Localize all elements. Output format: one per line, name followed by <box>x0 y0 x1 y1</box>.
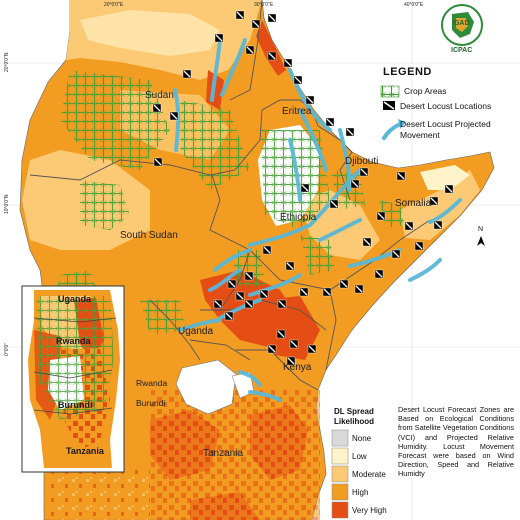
movement-arrow-icon <box>382 119 406 140</box>
spread-swatches <box>331 429 349 519</box>
locust-markers <box>152 10 454 366</box>
spread-class-moderate: Moderate <box>352 470 386 479</box>
lon-label: 30°0'0"E <box>254 2 274 8</box>
logo-text: ICPAC <box>451 47 473 54</box>
spread-class-low: Low <box>352 452 367 461</box>
country-label-tanzania: Tanzania <box>203 448 244 459</box>
lat-label: 10°0'0"N <box>4 194 10 214</box>
swatch-low <box>331 447 349 465</box>
legend-item-projected-movement: Desert Locust Projected Movement <box>400 119 512 141</box>
inset-label-tanzania: Tanzania <box>66 446 104 456</box>
swatch-high <box>331 483 349 501</box>
zone-low <box>80 10 220 56</box>
inset-label-rwanda: Rwanda <box>56 336 91 346</box>
country-label-djibouti: Djibouti <box>345 156 379 167</box>
legend-item-projected-movement-label: Desert Locust Projected Movement <box>400 119 491 140</box>
north-label: N <box>478 226 484 233</box>
spread-legend-title-line1: DL Spread <box>334 407 374 416</box>
inset-label-uganda: Uganda <box>58 294 92 304</box>
country-label-uganda: Uganda <box>178 326 214 337</box>
zone-low <box>420 165 470 190</box>
locust-marker-icon <box>383 101 395 110</box>
spread-legend-title-line2: Likelihood <box>334 417 374 426</box>
north-arrow-icon <box>477 236 485 246</box>
legend-title: LEGEND <box>383 66 432 78</box>
crop-areas <box>55 70 405 335</box>
inset-map <box>21 285 125 473</box>
zone-mixed <box>50 470 150 520</box>
country-label-kenya: Kenya <box>283 362 312 373</box>
spread-class-none: None <box>352 434 372 443</box>
label-burundi: Burundi <box>136 398 166 408</box>
swatch-moderate <box>331 465 349 483</box>
spread-legend-title: DL Spread Likelihood <box>334 407 374 427</box>
country-label-ethiopia: Ethiopia <box>280 212 317 223</box>
lake-victoria <box>175 359 237 415</box>
zone-mixed <box>150 390 320 520</box>
legend-item-locust-locations: Desert Locust Locations <box>400 101 492 111</box>
swatch-none <box>331 429 349 447</box>
crop-hatch-icon <box>380 85 400 98</box>
country-label-south-sudan: South Sudan <box>120 230 178 241</box>
logo-emblem-text: IGAD <box>452 20 470 27</box>
country-label-eritrea: Eritrea <box>282 106 312 117</box>
lon-label: 20°0'0"E <box>104 2 124 8</box>
spread-class-high: High <box>352 488 369 497</box>
country-label-sudan: Sudan <box>145 90 174 101</box>
inset-label-burundi: Burundi <box>58 400 93 410</box>
zone-moderate <box>400 170 480 240</box>
label-rwanda: Rwanda <box>136 378 168 388</box>
lon-label: 40°0'0"E <box>404 2 424 8</box>
spread-class-very-high: Very High <box>352 506 387 515</box>
icpac-logo-icon <box>441 4 483 46</box>
methodology-note: Desert Locust Forecast Zones are Based o… <box>398 405 514 479</box>
swatch-very-high <box>331 501 349 519</box>
lat-label: 0°0'0" <box>4 342 10 356</box>
legend-item-crop-areas: Crop Areas <box>404 86 447 96</box>
country-label-somalia: Somalia <box>395 198 432 209</box>
lat-label: 20°0'0"N <box>4 52 10 72</box>
